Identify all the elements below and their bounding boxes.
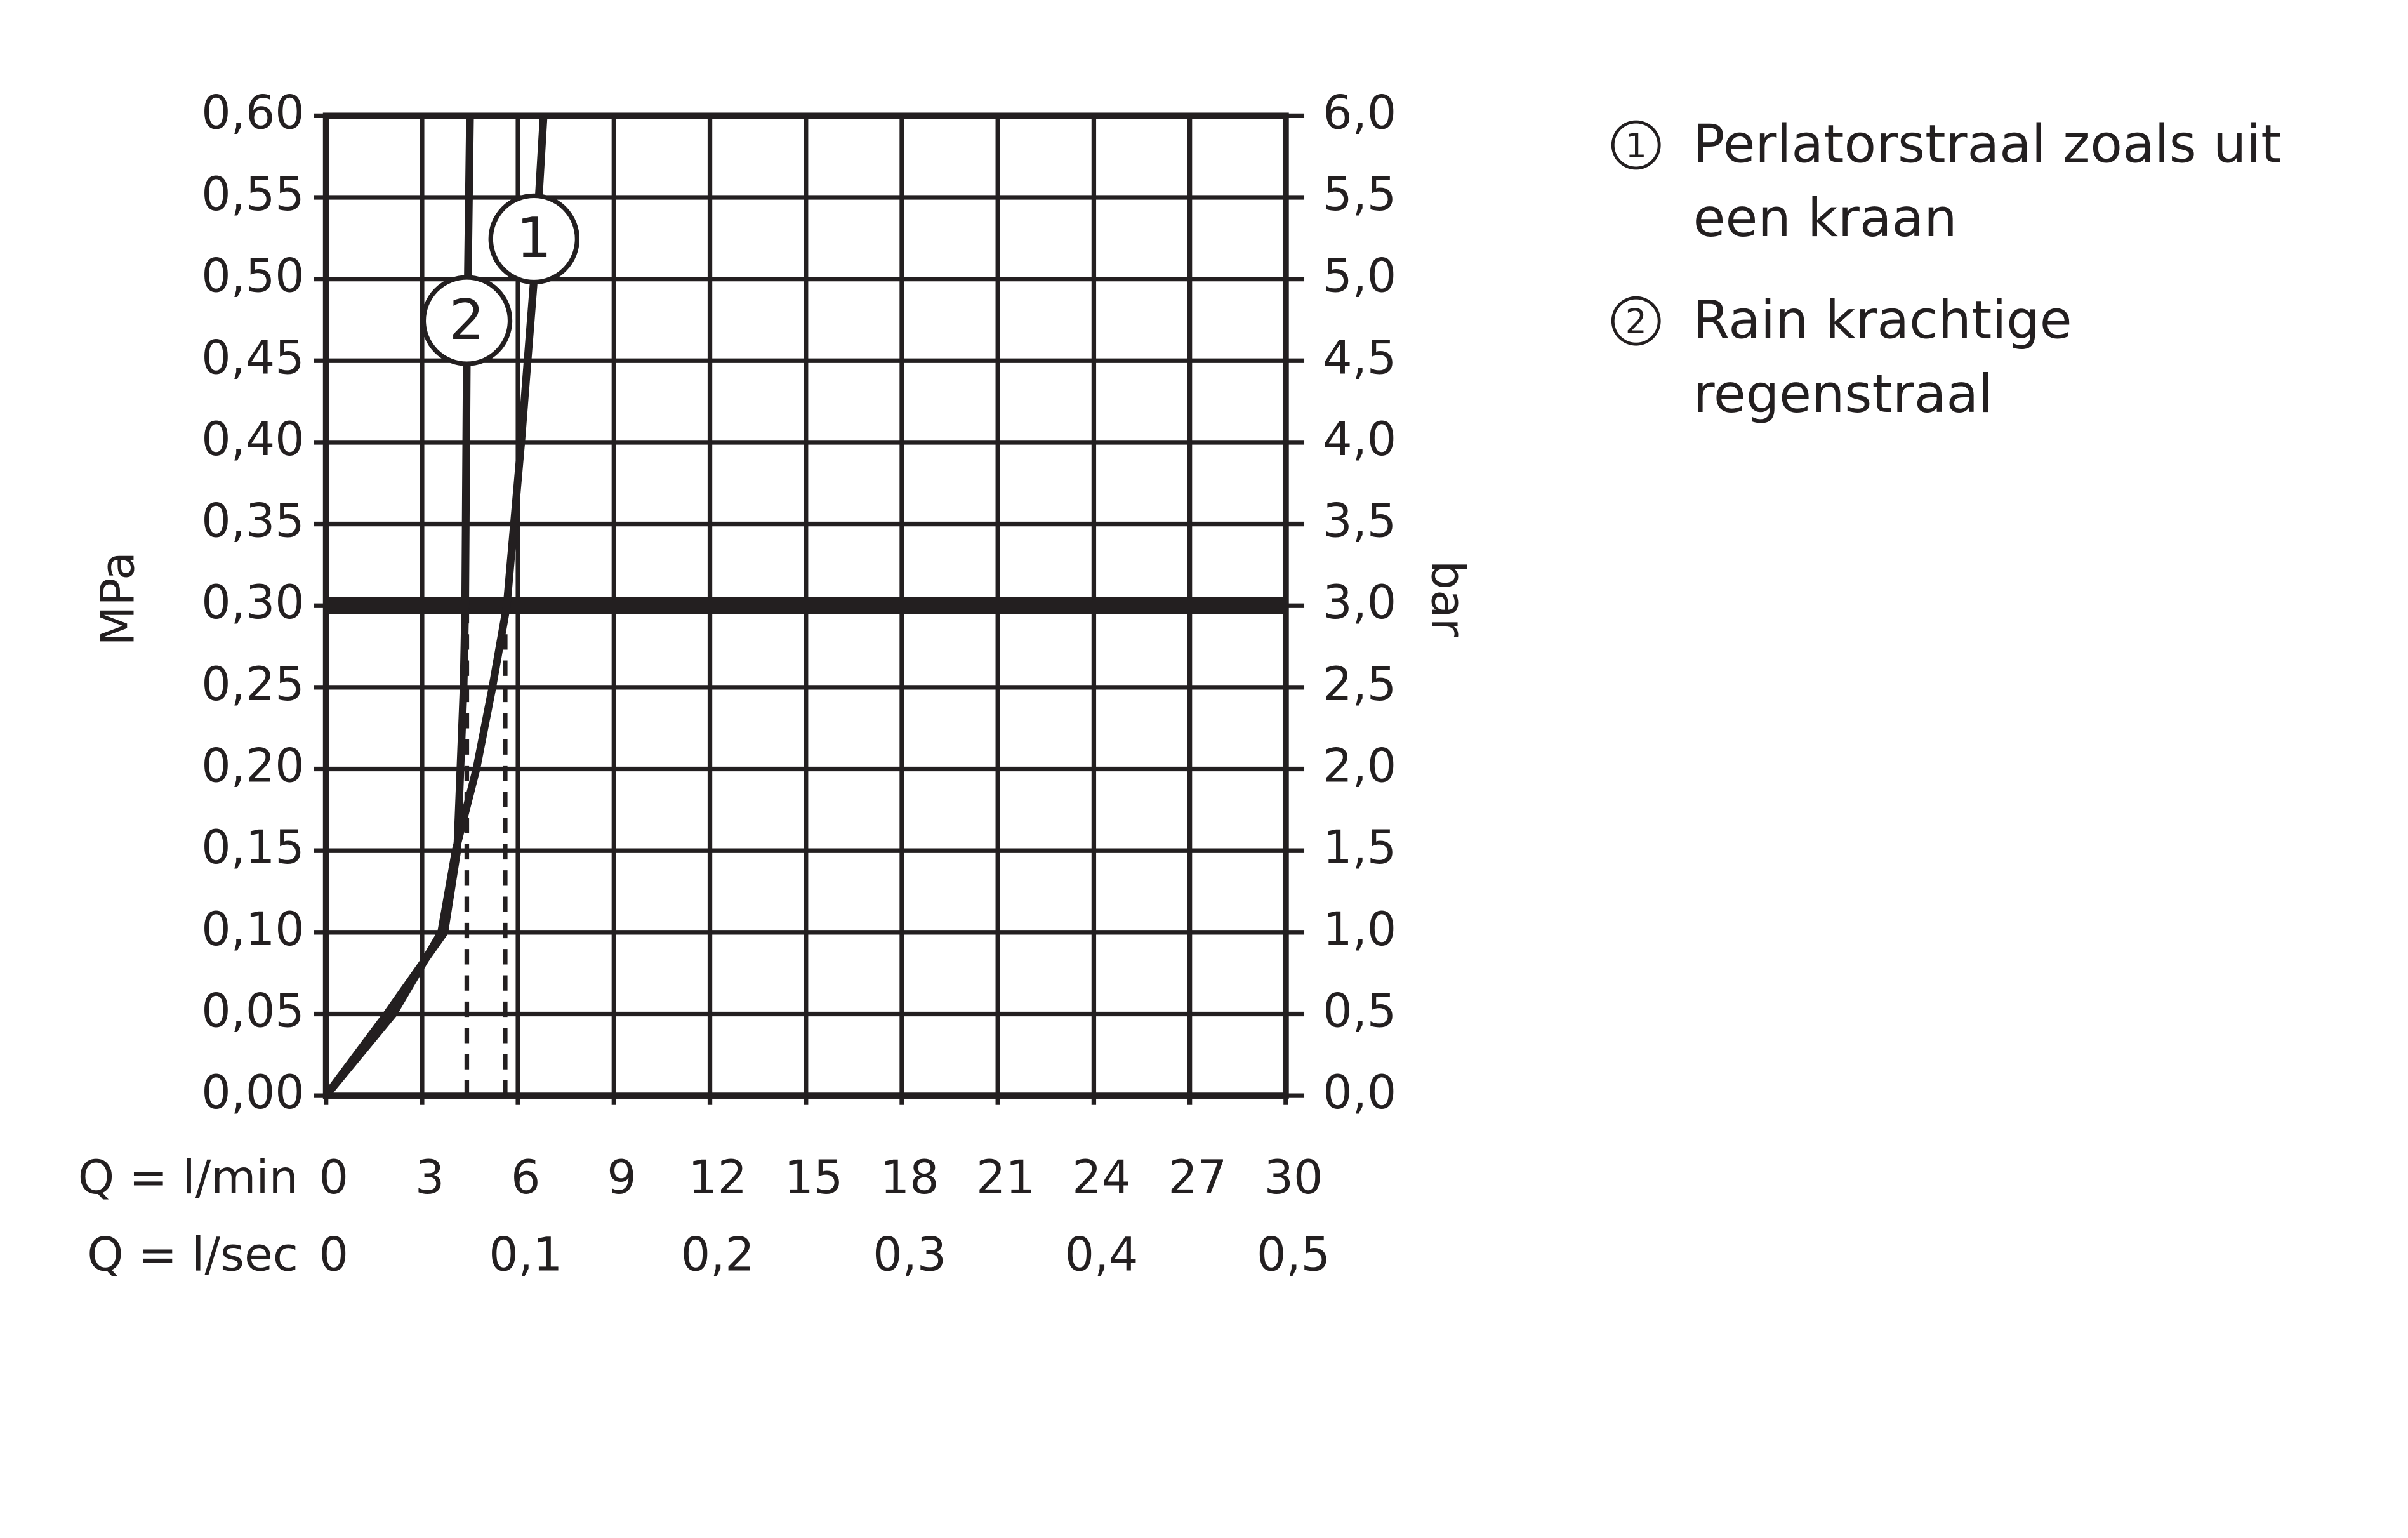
- x-tick-label: 9: [607, 1151, 636, 1205]
- y-tick-label: 0,60: [201, 86, 304, 140]
- y-tick-label: 0,05: [201, 984, 304, 1038]
- y-tick-label: 0,45: [201, 331, 304, 385]
- x-tick-label: 0: [319, 1151, 348, 1205]
- y-tick-label: 0,40: [201, 413, 304, 467]
- x-tick-label: 6: [511, 1151, 540, 1205]
- x2-tick-label: 0,5: [1257, 1228, 1330, 1282]
- y2-tick-label: 3,0: [1323, 576, 1396, 630]
- legend-text-box: Rain krachtige regenstraal: [1693, 290, 2072, 426]
- legend-text-box: Perlatorstraal zoals uit een kraan: [1693, 114, 2282, 250]
- x-tick-label: 12: [688, 1151, 747, 1205]
- legend-label: Rain krachtige regenstraal: [1693, 290, 2072, 426]
- y2-tick-label: 6,0: [1323, 86, 1396, 140]
- x2-tick-label: 0: [319, 1228, 348, 1282]
- series-line: [322, 116, 474, 1098]
- curve-label: 1: [516, 206, 552, 270]
- x2-tick-label: 0,4: [1065, 1228, 1139, 1282]
- y-tick-label: 0,30: [201, 576, 304, 630]
- x-tick-label: 18: [880, 1151, 939, 1205]
- y2-tick-label: 0,5: [1323, 984, 1396, 1038]
- x-tick-label: 27: [1168, 1151, 1227, 1205]
- y-tick-label: 0,10: [201, 903, 304, 957]
- y2-tick-label: 4,5: [1323, 331, 1396, 385]
- y-tick-label: 0,15: [201, 821, 304, 875]
- legend-label: Perlatorstraal zoals uit een kraan: [1693, 114, 2282, 250]
- y-tick-label: 0,55: [201, 168, 304, 222]
- y2-axis-label: bar: [1420, 560, 1474, 637]
- y2-tick-label: 5,5: [1323, 168, 1396, 222]
- curve-label: 2: [449, 288, 485, 352]
- y-axis-label: MPa: [91, 552, 145, 646]
- y2-tick-label: 1,0: [1323, 903, 1396, 957]
- y2-tick-label: 4,0: [1323, 413, 1396, 467]
- legend-symbol: [1611, 120, 1661, 170]
- y-tick-label: 0,20: [201, 739, 304, 793]
- x-axis-label: Q = l/min: [78, 1151, 298, 1205]
- y2-tick-label: 5,0: [1323, 249, 1396, 303]
- y2-tick-label: 1,5: [1323, 821, 1396, 875]
- y2-tick-label: 2,5: [1323, 658, 1396, 712]
- y-tick-label: 0,35: [201, 494, 304, 548]
- legend-symbol: [1611, 296, 1661, 346]
- y-tick-label: 0,25: [201, 658, 304, 712]
- x2-tick-label: 0,1: [489, 1228, 562, 1282]
- legend-item: 1 Perlatorstraal zoals uit een kraan: [1611, 114, 2282, 250]
- x-tick-label: 21: [976, 1151, 1035, 1205]
- legend-item: 2 Rain krachtige regenstraal: [1611, 290, 2072, 426]
- x-tick-label: 3: [415, 1151, 444, 1205]
- x2-tick-label: 0,3: [873, 1228, 946, 1282]
- legend-symbol-label: 1: [1625, 126, 1647, 166]
- legend-symbol-label: 2: [1625, 302, 1647, 341]
- y2-tick-label: 2,0: [1323, 739, 1396, 793]
- x-tick-label: 15: [784, 1151, 843, 1205]
- x2-axis-label: Q = l/sec: [87, 1228, 298, 1282]
- y2-tick-label: 0,0: [1323, 1066, 1396, 1120]
- y-tick-label: 0,00: [201, 1066, 304, 1120]
- x2-tick-label: 0,2: [681, 1228, 755, 1282]
- curve-label-circle: [488, 193, 580, 285]
- curve-label-circle: [421, 275, 513, 366]
- y-tick-label: 0,50: [201, 249, 304, 303]
- x-tick-label: 30: [1264, 1151, 1323, 1205]
- x-tick-label: 24: [1072, 1151, 1131, 1205]
- y2-tick-label: 3,5: [1323, 494, 1396, 548]
